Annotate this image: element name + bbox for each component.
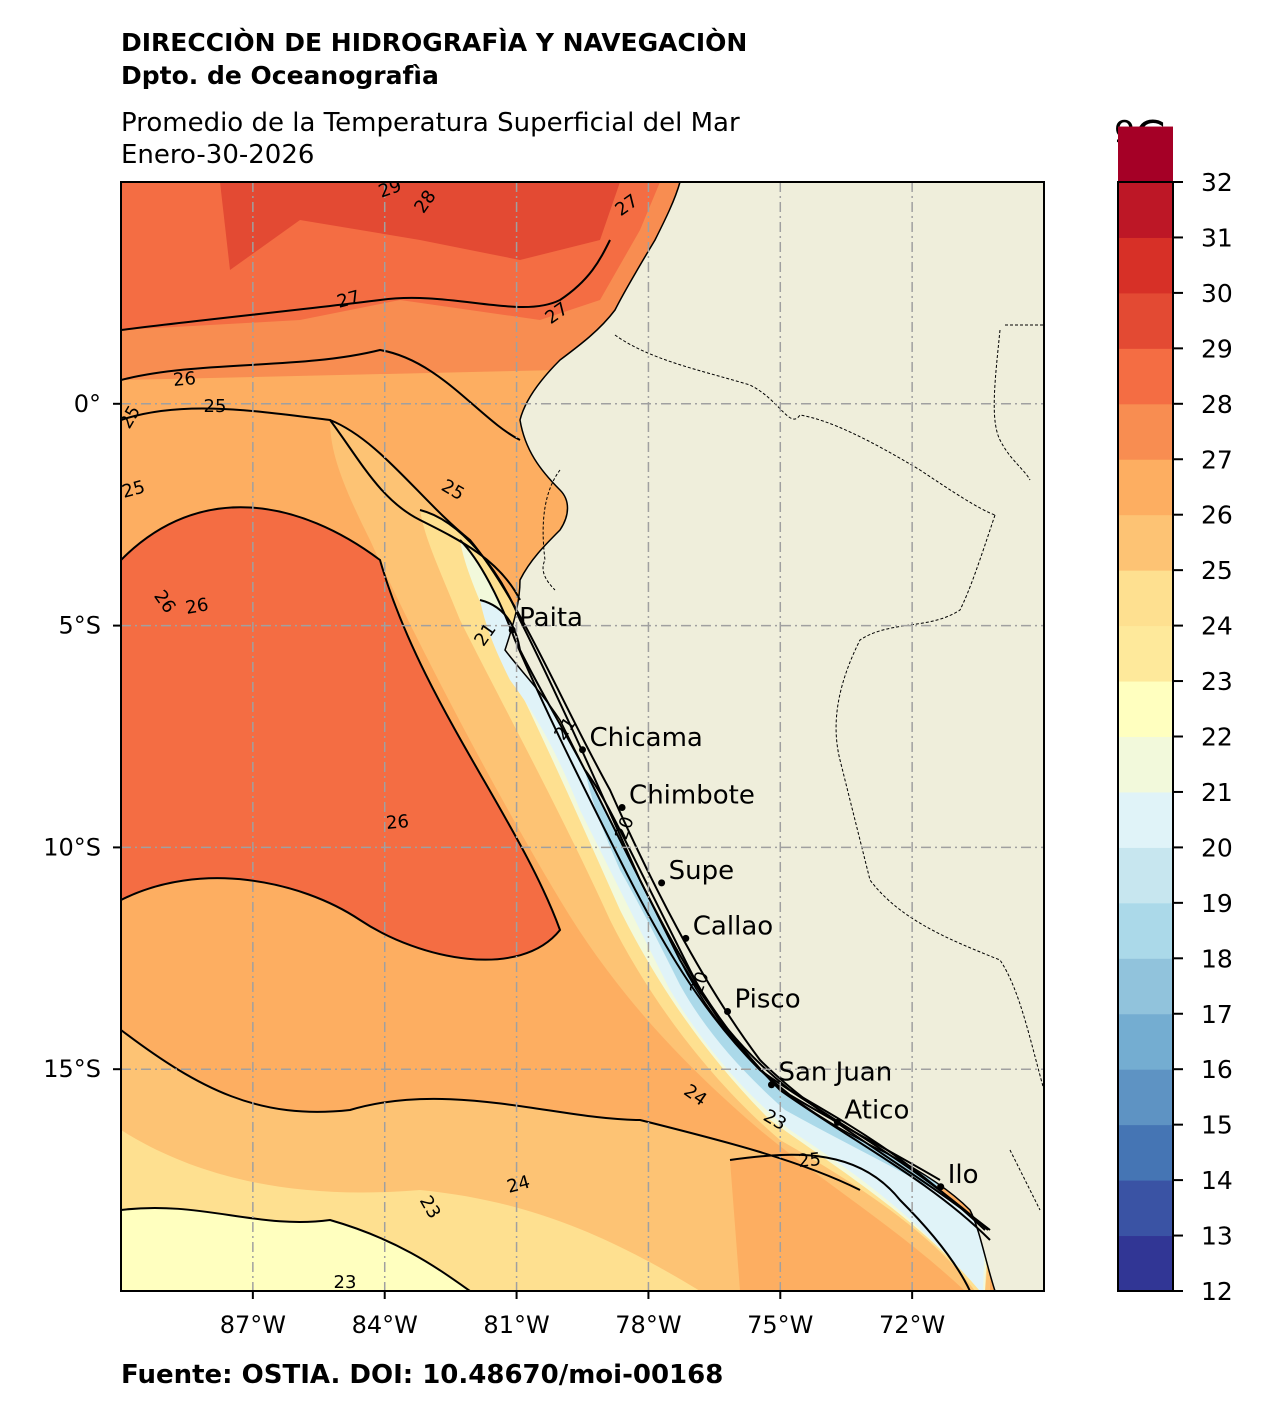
port-marker: [724, 1008, 732, 1016]
colorbar-segment: [1118, 1069, 1173, 1126]
map-description: Promedio de la Temperatura Superficial d…: [121, 108, 740, 138]
colorbar-tick-label: 26: [1201, 501, 1233, 530]
colorbar-tick-label: 19: [1201, 889, 1233, 918]
contour-label: 25: [204, 396, 227, 417]
lat-tick-label: 10°S: [43, 833, 101, 861]
colorbar-tick-label: 21: [1201, 778, 1233, 807]
colorbar-tick-label: 12: [1201, 1277, 1233, 1306]
colorbar-tick-label: 24: [1201, 612, 1233, 641]
port-marker: [682, 934, 690, 942]
port-marker: [618, 803, 626, 811]
port-marker: [579, 746, 586, 754]
colorbar-segment: [1118, 348, 1173, 405]
colorbar-segment: [1118, 1013, 1173, 1070]
colorbar-segment: [1118, 1124, 1173, 1181]
colorbar-segment: [1118, 736, 1173, 793]
colorbar-segment: [1118, 625, 1173, 682]
contour-label: 25: [797, 1149, 822, 1172]
colorbar-segment: [1118, 681, 1173, 737]
map-panel: Paita Chicama Chimbote Supe Callao Pisco San J…: [121, 182, 1044, 1293]
colorbar-segment: [1118, 847, 1173, 904]
data-source: Fuente: OSTIA. DOI: 10.48670/moi-00168: [121, 1360, 724, 1390]
lat-tick-label: 15°S: [43, 1055, 101, 1083]
colorbar-tick-label: 20: [1201, 833, 1233, 862]
colorbar-tick-label: 23: [1201, 667, 1233, 696]
colorbar-tick-label: 28: [1201, 390, 1233, 419]
port-label: Atico: [844, 1095, 909, 1125]
department-title: Dpto. de Oceanografìa: [121, 61, 439, 90]
ocean-26-27-offshore: [121, 507, 560, 960]
lon-tick-label: 72°W: [879, 1311, 945, 1339]
colorbar-tick-label: 16: [1201, 1055, 1233, 1084]
lat-tick-label: 0°: [74, 390, 101, 418]
lon-tick-label: 87°W: [220, 1311, 286, 1339]
colorbar-tick-label: 15: [1201, 1111, 1233, 1140]
contour-label: 26: [172, 368, 197, 391]
port-marker: [658, 879, 666, 887]
graticule: [121, 182, 1044, 1291]
contour-label: 26: [184, 594, 210, 619]
colorbar-segment: [1118, 1180, 1173, 1237]
colorbar-segment: [1118, 514, 1173, 571]
country-borders: [542, 324, 1044, 1211]
colorbar-segment: [1118, 570, 1173, 627]
colorbar-segment: [1118, 1235, 1173, 1292]
colorbar-tick-label: 29: [1201, 334, 1233, 363]
lat-tick-label: 5°S: [58, 612, 101, 640]
colorbar: 32 31 30 29 28 27 26 25 24 23 22 21 20 19 18 17 16 15 14 13…: [1117, 126, 1233, 1306]
isotherm-contours: [121, 239, 991, 1291]
colorbar-segment: [1118, 237, 1173, 294]
colorbar-tick-label: 17: [1201, 1000, 1233, 1029]
port-label: Supe: [669, 856, 734, 886]
port-marker: [767, 1081, 775, 1089]
colorbar-tick-label: 30: [1201, 279, 1233, 308]
ocean-28-29-zone: [220, 182, 620, 270]
colorbar-tick-label: 14: [1201, 1166, 1233, 1195]
colorbar-segment: [1118, 126, 1173, 183]
colorbar-segment: [1118, 902, 1173, 959]
port-marker: [937, 1183, 945, 1191]
colorbar-segment: [1118, 791, 1173, 848]
ocean-25-26-south: [730, 1154, 970, 1291]
institution-title: DIRECCIÒN DE HIDROGRAFÌA Y NAVEGACIÒN: [121, 28, 748, 57]
map-frame: [120, 181, 1045, 1292]
map-date: Enero-30-2026: [121, 140, 315, 170]
colorbar-segment: [1118, 958, 1173, 1015]
colorbar-tick-label: 13: [1201, 1222, 1233, 1251]
coastal-20-21-band: [480, 600, 985, 1291]
ocean-22-23-zone: [121, 1207, 470, 1291]
port-marker: [508, 626, 516, 634]
port-label: Paita: [519, 603, 583, 633]
port-markers: Paita Chicama Chimbote Supe Callao Pisco San J…: [508, 603, 979, 1191]
port-label: Ilo: [948, 1160, 979, 1190]
colorbar-tick-label: 22: [1201, 723, 1233, 752]
port-label: Chicama: [590, 723, 703, 753]
lon-tick-label: 78°W: [615, 1311, 681, 1339]
colorbar-tick-label: 27: [1201, 445, 1233, 474]
contour-label: 23: [334, 1272, 357, 1293]
colorbar-tick-label: 32: [1201, 168, 1233, 197]
colorbar-segment: [1118, 182, 1173, 238]
port-marker: [833, 1118, 841, 1126]
contour-label: 26: [385, 811, 410, 834]
colorbar-segment: [1118, 459, 1173, 516]
colorbar-segment: [1118, 292, 1173, 349]
lon-tick-label: 84°W: [352, 1311, 418, 1339]
axis-labels: 87°W 84°W 81°W 78°W 75°W 72°W 0° 5°S 10°S 15°S: [43, 390, 945, 1339]
colorbar-tick-label: 18: [1201, 944, 1233, 973]
lon-tick-label: 75°W: [747, 1311, 813, 1339]
colorbar-tick-label: 25: [1201, 556, 1233, 585]
lon-tick-label: 81°W: [483, 1311, 549, 1339]
port-label: Pisco: [735, 985, 801, 1015]
colorbar-tick-label: 31: [1201, 223, 1233, 252]
colorbar-segment: [1118, 403, 1173, 460]
port-label: San Juan: [778, 1058, 892, 1088]
port-label: Callao: [693, 911, 773, 941]
port-label: Chimbote: [629, 780, 755, 810]
